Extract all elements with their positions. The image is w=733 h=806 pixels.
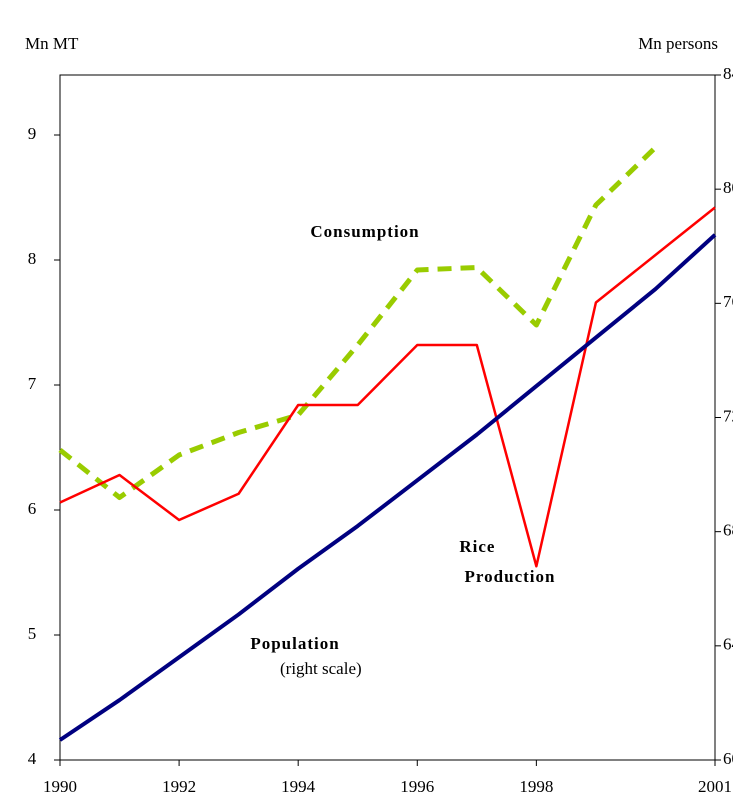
x-tick-label: 2001 <box>698 777 732 796</box>
series-line <box>58 145 658 500</box>
series-line <box>59 206 716 568</box>
y2-tick-label: 60 <box>723 749 733 768</box>
y-tick-label: 5 <box>28 624 37 643</box>
y-axis-label: Mn MT <box>25 34 79 53</box>
series-line <box>58 233 717 742</box>
annotation: (right scale) <box>280 659 362 678</box>
y-tick-label: 4 <box>28 749 37 768</box>
x-tick-label: 1998 <box>519 777 553 796</box>
y-tick-label: 8 <box>28 249 37 268</box>
series-label: Rice Production <box>459 537 555 586</box>
y2-tick-label: 64 <box>723 635 733 654</box>
y2-tick-label: 72 <box>723 406 733 425</box>
plot-frame <box>59 74 716 761</box>
x-tick-label: 1990 <box>43 777 77 796</box>
y2-axis-label: Mn persons <box>638 34 718 53</box>
y2-tick-label: 76 <box>723 292 733 311</box>
y2-tick-label: 80 <box>723 178 733 197</box>
x-tick-label: 1994 <box>281 777 316 796</box>
y-tick-label: 7 <box>28 374 37 393</box>
y2-tick-label: 84 <box>723 64 733 83</box>
x-tick-label: 1996 <box>400 777 434 796</box>
y-tick-label: 9 <box>28 124 37 143</box>
x-tick-label: 1992 <box>162 777 196 796</box>
series-label: Consumption <box>310 222 419 241</box>
y-tick-label: 6 <box>28 499 37 518</box>
series-label: Population <box>250 634 339 653</box>
y2-tick-label: 68 <box>723 521 733 540</box>
